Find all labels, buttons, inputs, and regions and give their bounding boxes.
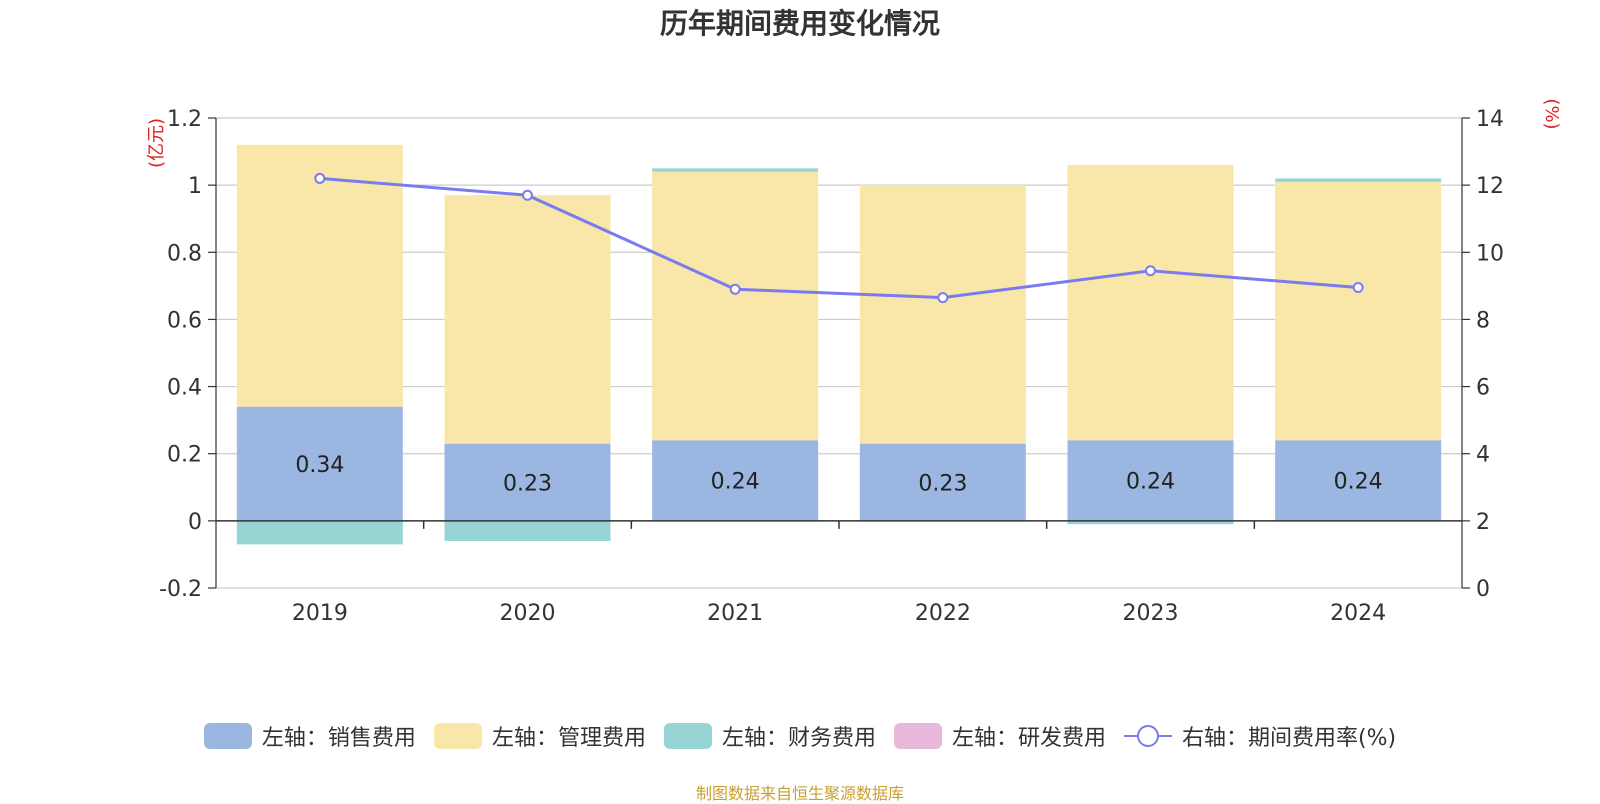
legend-label-rate: 右轴：期间费用率(%) [1181,726,1397,751]
x-axis-label-2021: 2021 [707,601,763,626]
bar--2022-s0 [859,443,1026,521]
bar--2024-s2 [1275,178,1442,182]
rate-point-2024 [1352,282,1364,294]
data-label-sales-2023: 0.24 [1126,470,1175,495]
right-axis-tick-label: 12 [1476,174,1504,199]
rate-line [319,176,1359,300]
left-axis-tick-label: 0.4 [167,376,202,401]
left-axis-tick-label: 1.2 [167,107,202,132]
left-axis-tick-label: 1 [188,174,202,199]
left-axis-tick-label: 0.8 [167,241,202,266]
bar--2019-s2 [236,520,403,545]
bar--2019-s0 [236,406,403,521]
source-note: 制图数据来自恒生聚源数据库 [695,784,904,803]
legend-swatch-finance [663,723,712,749]
rate-point-2020 [522,189,533,201]
right-axis-tick-label: 4 [1476,443,1490,468]
legend-swatch-rd [893,723,942,749]
x-axis-label-2019: 2019 [292,601,348,626]
x-axis-label-2023: 2023 [1123,601,1179,626]
left-axis-unit: (亿元) [146,118,167,168]
right-axis-unit: (%) [1541,98,1562,129]
legend: 左轴：销售费用 左轴：管理费用 左轴：财务费用 左轴：研发费用 右轴：期间费用率… [0,720,1600,752]
left-axis-tick-label: 0.2 [167,443,202,468]
data-label-sales-2019: 0.34 [295,453,344,478]
legend-item-rate[interactable]: 右轴：期间费用率(%) [1123,720,1397,752]
bar--2021-s1 [652,171,819,441]
right-axis-tick-label: 2 [1476,510,1490,535]
x-axis-label-2020: 2020 [500,601,556,626]
rate-point-2022 [937,292,949,304]
right-axis-tick-label: 10 [1476,241,1504,266]
bar--2023-s0 [1067,440,1234,521]
rate-point-2023 [1145,265,1156,277]
rate-point-2019 [314,172,326,184]
bar--2021-s0 [652,440,819,521]
bar--2020-s1 [444,195,611,444]
left-axis-tick-label: -0.2 [159,577,202,602]
legend-item-finance[interactable]: 左轴：财务费用 [663,720,876,752]
bar--2022-s1 [859,185,1026,444]
right-axis-tick-label: 0 [1476,577,1490,602]
legend-swatch-sales [203,723,252,749]
legend-item-rd[interactable]: 左轴：研发费用 [893,720,1106,752]
x-axis-label-2022: 2022 [915,601,971,626]
data-label-sales-2021: 0.24 [711,470,760,495]
legend-item-admin[interactable]: 左轴：管理费用 [433,720,646,752]
data-label-sales-2022: 0.23 [918,471,967,496]
data-label-sales-2024: 0.24 [1334,470,1383,495]
bar--2019-s1 [236,144,403,407]
right-axis-tick-label: 8 [1476,308,1490,333]
legend-label-finance: 左轴：财务费用 [721,726,876,751]
bar--2024-s1 [1275,181,1442,441]
legend-item-sales[interactable]: 左轴：销售费用 [203,720,416,752]
right-axis-tick-label: 6 [1476,376,1490,401]
bar--2020-s0 [444,443,611,521]
legend-label-admin: 左轴：管理费用 [491,726,646,751]
left-axis-tick-label: 0.6 [167,308,202,333]
x-axis-label-2024: 2024 [1330,601,1386,626]
data-label-sales-2020: 0.23 [503,471,552,496]
legend-label-sales: 左轴：销售费用 [261,726,416,751]
legend-swatch-admin [433,723,482,749]
bar--2023-s1 [1067,165,1234,441]
legend-line-icon [1123,725,1172,747]
bar--2024-s0 [1275,440,1442,521]
bar--2020-s2 [444,520,611,541]
left-axis-tick-label: 0 [188,510,202,535]
bar--2023-s2 [1067,520,1234,525]
bar--2021-s2 [652,168,819,172]
right-axis-tick-label: 14 [1476,107,1504,132]
legend-label-rd: 左轴：研发费用 [951,726,1106,751]
chart-title: 历年期间费用变化情况 [659,7,940,40]
rate-point-2021 [729,283,741,295]
